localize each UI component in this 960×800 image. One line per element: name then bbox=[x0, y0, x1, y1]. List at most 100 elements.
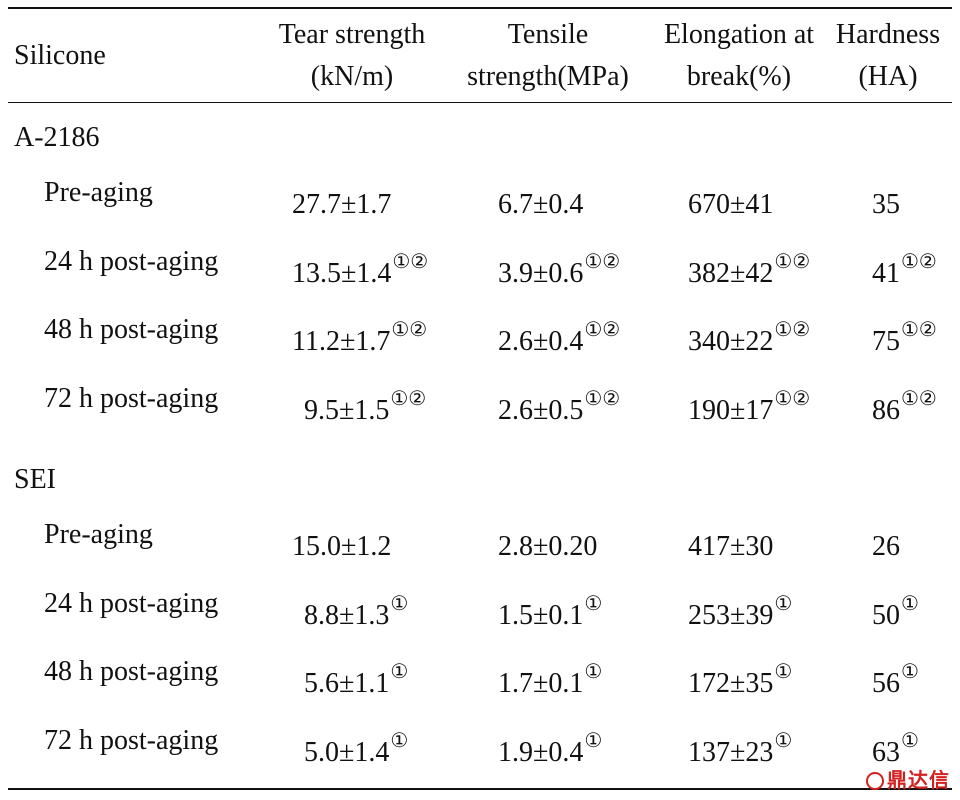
significance-marker: ① bbox=[774, 592, 793, 615]
header-tear-line2: (kN/m) bbox=[310, 61, 394, 92]
tear-cell: 8.8±1.3① bbox=[304, 587, 408, 633]
cell-value: 137±23 bbox=[688, 736, 774, 768]
group-name: SEI bbox=[14, 464, 56, 495]
cell-value: 6.7±0.4 bbox=[498, 189, 584, 220]
hardness-cell: 86①② bbox=[872, 382, 937, 428]
header-tensile-line2: strength(MPa) bbox=[467, 61, 629, 92]
tear-cell: 5.0±1.4① bbox=[304, 724, 408, 770]
elongation-cell: 382±42①② bbox=[688, 245, 810, 291]
row-label: 72 h post-aging bbox=[44, 724, 219, 756]
cell-value: 15.0±1.2 bbox=[292, 531, 392, 562]
significance-marker: ① bbox=[390, 592, 409, 615]
cell-value: 190±17 bbox=[688, 394, 774, 426]
significance-marker: ①② bbox=[901, 387, 937, 410]
significance-marker: ①② bbox=[584, 387, 621, 410]
cell-value: 2.8±0.20 bbox=[498, 531, 598, 562]
cell-value: 75 bbox=[872, 326, 900, 357]
cell-value: 172±35 bbox=[688, 668, 774, 699]
tensile-cell: 2.6±0.4①② bbox=[498, 313, 620, 359]
significance-marker: ①② bbox=[584, 250, 621, 273]
significance-marker: ① bbox=[774, 661, 793, 683]
row-label: 48 h post-aging bbox=[44, 656, 219, 687]
cell-value: 417±30 bbox=[688, 531, 774, 562]
cell-value: 5.0±1.4 bbox=[304, 736, 390, 768]
significance-marker: ① bbox=[901, 729, 919, 752]
tensile-cell: 1.7±0.1① bbox=[498, 655, 602, 701]
header-elongation-line1: Elongation at bbox=[663, 19, 815, 50]
cell-value: 11.2±1.7 bbox=[292, 326, 391, 357]
cell-value: 2.6±0.5 bbox=[498, 394, 584, 426]
significance-marker: ①② bbox=[584, 319, 621, 341]
cell-value: 56 bbox=[872, 668, 900, 699]
cell-value: 86 bbox=[872, 394, 900, 426]
cell-value: 670±41 bbox=[688, 189, 774, 220]
significance-marker: ① bbox=[901, 592, 919, 615]
significance-marker: ①② bbox=[390, 387, 427, 410]
tensile-cell: 3.9±0.6①② bbox=[498, 245, 620, 291]
significance-marker: ① bbox=[390, 661, 409, 683]
cell-value: 382±42 bbox=[688, 257, 774, 289]
row-label: 24 h post-aging bbox=[44, 245, 219, 277]
tear-cell: 13.5±1.4①② bbox=[292, 245, 428, 291]
cell-value: 1.9±0.4 bbox=[498, 736, 584, 768]
cell-value: 9.5±1.5 bbox=[304, 394, 390, 426]
significance-marker: ①② bbox=[774, 319, 811, 341]
cell-value: 5.6±1.1 bbox=[304, 668, 390, 699]
tensile-cell: 6.7±0.4 bbox=[498, 176, 584, 222]
hardness-cell: 26 bbox=[872, 518, 901, 564]
tear-cell: 27.7±1.7 bbox=[292, 176, 392, 222]
significance-marker: ①② bbox=[901, 319, 937, 341]
table-bottom-rule bbox=[8, 788, 952, 790]
hardness-cell: 63① bbox=[872, 724, 919, 770]
significance-marker: ① bbox=[901, 661, 919, 683]
cell-value: 340±22 bbox=[688, 326, 774, 357]
elongation-cell: 253±39① bbox=[688, 587, 792, 633]
significance-marker: ①② bbox=[774, 250, 811, 273]
significance-marker: ①② bbox=[392, 250, 429, 273]
header-elongation: Elongation at break(%) bbox=[648, 14, 830, 98]
cell-value: 2.6±0.4 bbox=[498, 326, 584, 357]
watermark-text: 鼎达信 bbox=[887, 768, 950, 792]
hardness-cell: 35 bbox=[872, 176, 901, 222]
row-label: 48 h post-aging bbox=[44, 314, 219, 345]
header-elongation-line2: break(%) bbox=[686, 61, 792, 92]
significance-marker: ① bbox=[584, 729, 603, 752]
table-top-rule bbox=[8, 7, 952, 9]
cell-value: 8.8±1.3 bbox=[304, 599, 390, 631]
header-tear: Tear strength (kN/m) bbox=[262, 14, 442, 98]
header-tear-line1: Tear strength bbox=[278, 19, 426, 50]
hardness-cell: 50① bbox=[872, 587, 919, 633]
cell-value: 13.5±1.4 bbox=[292, 257, 392, 289]
significance-marker: ① bbox=[584, 592, 603, 615]
significance-marker: ①② bbox=[391, 319, 428, 341]
significance-marker: ①② bbox=[774, 387, 811, 410]
tensile-cell: 2.8±0.20 bbox=[498, 518, 598, 564]
cell-value: 1.7±0.1 bbox=[498, 668, 584, 699]
row-label: Pre-aging bbox=[44, 177, 153, 208]
tear-cell: 5.6±1.1① bbox=[304, 655, 408, 701]
tensile-cell: 1.5±0.1① bbox=[498, 587, 602, 633]
significance-marker: ① bbox=[584, 661, 603, 683]
group-name: A-2186 bbox=[14, 122, 100, 153]
tensile-cell: 1.9±0.4① bbox=[498, 724, 602, 770]
row-label: Pre-aging bbox=[44, 519, 153, 550]
tear-cell: 11.2±1.7①② bbox=[292, 313, 427, 359]
header-hardness: Hardness (HA) bbox=[828, 14, 948, 98]
cell-value: 253±39 bbox=[688, 599, 774, 631]
cell-value: 50 bbox=[872, 599, 900, 631]
header-tensile-line1: Tensile bbox=[507, 19, 589, 50]
cell-value: 27.7±1.7 bbox=[292, 189, 392, 220]
logo-icon bbox=[866, 772, 884, 790]
row-label: 24 h post-aging bbox=[44, 587, 219, 619]
hardness-cell: 41①② bbox=[872, 245, 937, 291]
row-label: 72 h post-aging bbox=[44, 382, 219, 414]
tensile-cell: 2.6±0.5①② bbox=[498, 382, 620, 428]
table-header-rule bbox=[8, 102, 952, 103]
cell-value: 35 bbox=[872, 189, 900, 220]
significance-marker: ① bbox=[390, 729, 409, 752]
elongation-cell: 417±30 bbox=[688, 518, 774, 564]
cell-value: 26 bbox=[872, 531, 900, 562]
elongation-cell: 172±35① bbox=[688, 655, 792, 701]
cell-value: 1.5±0.1 bbox=[498, 599, 584, 631]
significance-marker: ① bbox=[774, 729, 793, 752]
